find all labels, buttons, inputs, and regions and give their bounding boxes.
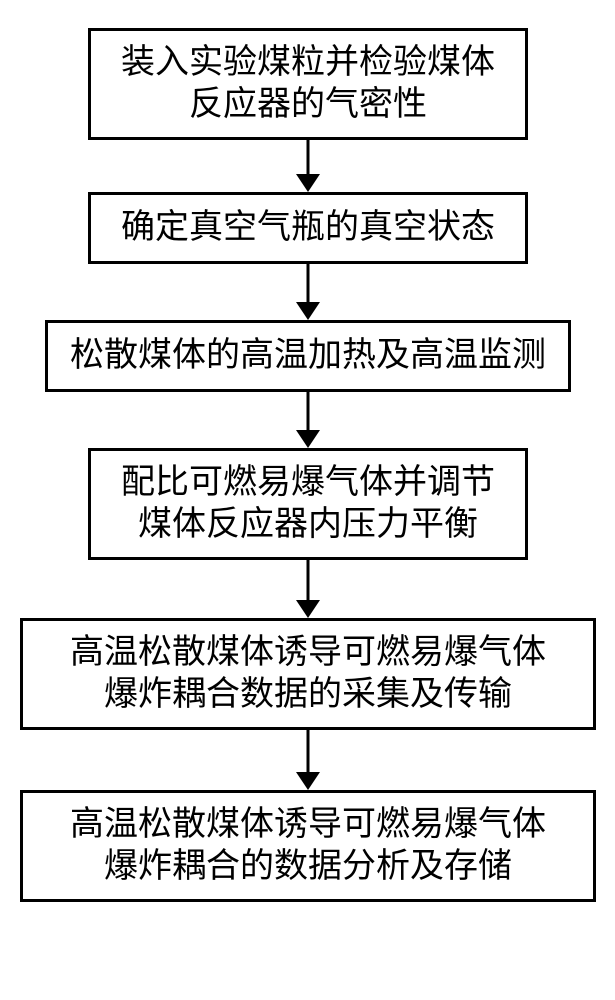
flowchart-node: 高温松散煤体诱导可燃易爆气体 爆炸耦合的数据分析及存储 [20,790,596,902]
flowchart-node: 确定真空气瓶的真空状态 [88,192,528,264]
flowchart-node: 高温松散煤体诱导可燃易爆气体 爆炸耦合数据的采集及传输 [20,618,596,730]
flowchart-arrow [294,140,322,192]
flowchart-node-label: 松散煤体的高温加热及高温监测 [70,335,546,378]
flowchart-node: 配比可燃易爆气体并调节 煤体反应器内压力平衡 [88,448,528,560]
flowchart-node-label: 装入实验煤粒并检验煤体 反应器的气密性 [121,42,495,127]
flowchart-node: 松散煤体的高温加热及高温监测 [45,320,571,392]
flowchart-node: 装入实验煤粒并检验煤体 反应器的气密性 [88,28,528,140]
flowchart-arrow [294,730,322,790]
flowchart-node-label: 配比可燃易爆气体并调节 煤体反应器内压力平衡 [121,462,495,547]
flowchart-arrow [294,264,322,320]
flowchart-arrow [294,560,322,618]
flowchart-node-label: 确定真空气瓶的真空状态 [121,207,495,250]
flowchart-arrow [294,392,322,448]
flowchart-node-label: 高温松散煤体诱导可燃易爆气体 爆炸耦合数据的采集及传输 [70,632,546,717]
flowchart-node-label: 高温松散煤体诱导可燃易爆气体 爆炸耦合的数据分析及存储 [70,804,546,889]
flowchart-container: 装入实验煤粒并检验煤体 反应器的气密性确定真空气瓶的真空状态松散煤体的高温加热及… [0,0,615,1000]
